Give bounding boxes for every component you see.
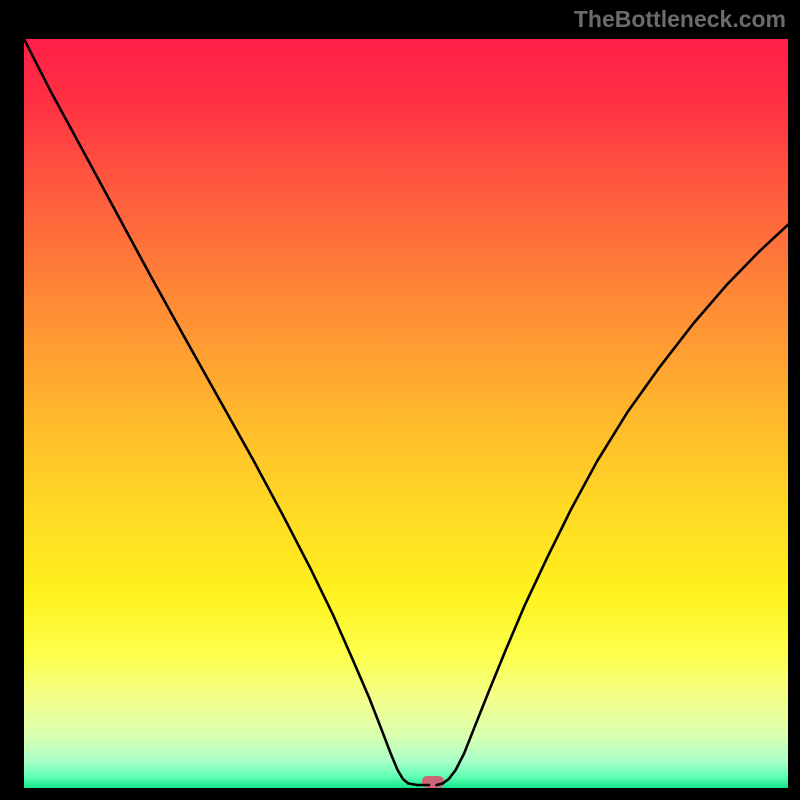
watermark-text: TheBottleneck.com (574, 6, 786, 33)
plot-area (24, 39, 788, 788)
bottleneck-curve (24, 39, 788, 788)
